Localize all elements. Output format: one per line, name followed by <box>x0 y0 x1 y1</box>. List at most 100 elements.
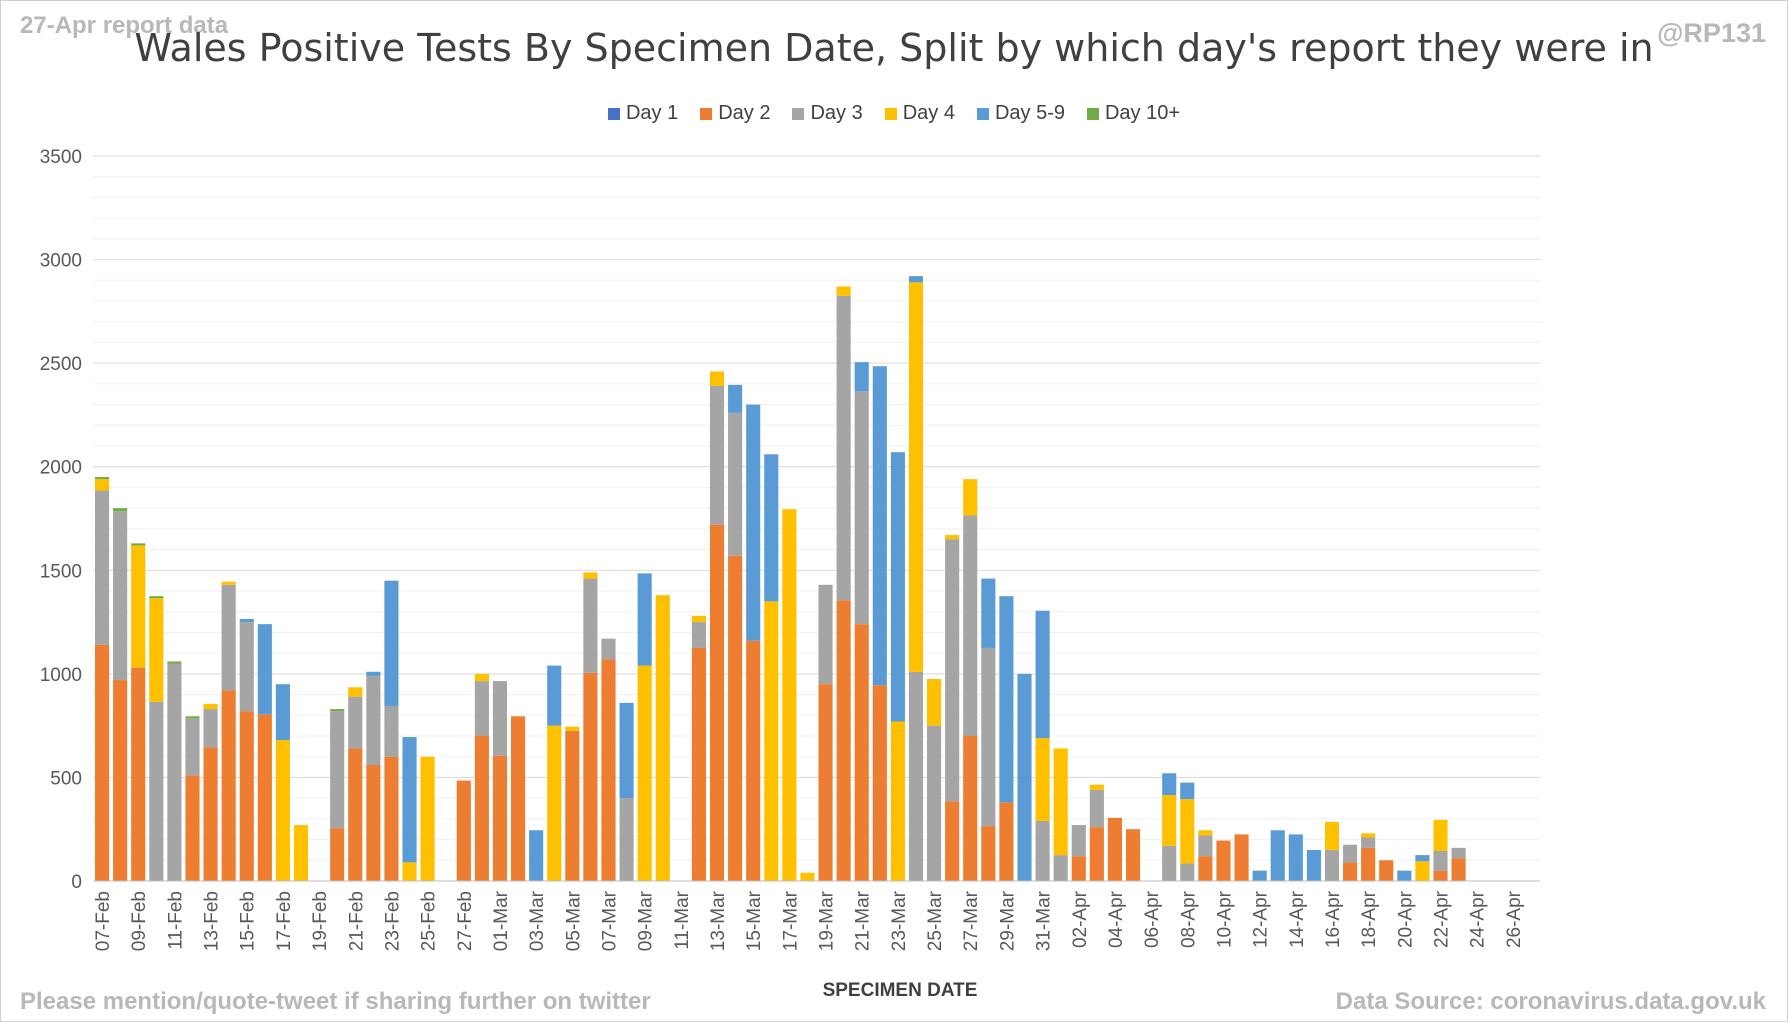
bar-segment <box>1397 870 1412 881</box>
bar-segment <box>492 681 508 756</box>
x-tick-label: 11-Feb <box>165 891 186 950</box>
bar-segment <box>1089 784 1104 790</box>
bar-segment <box>963 479 978 516</box>
bar-segment <box>981 578 996 648</box>
bar-segment <box>257 714 272 881</box>
bar-segment <box>945 535 960 540</box>
x-tick-label: 23-Feb <box>382 891 403 951</box>
legend-label: Day 1 <box>625 102 679 124</box>
bar-segment <box>113 508 128 512</box>
bar-segment <box>800 872 815 881</box>
bar-segment <box>583 572 598 579</box>
y-tick-label: 1500 <box>40 561 82 582</box>
bar-segment <box>529 830 544 881</box>
bar-segment <box>203 747 218 881</box>
bar-segment <box>1198 830 1213 836</box>
bar-segment <box>583 672 598 881</box>
x-tick-label: 11-Mar <box>672 890 693 949</box>
bar-segment <box>185 775 200 881</box>
legend-swatch <box>1086 107 1099 120</box>
bar-segment <box>275 684 290 741</box>
bar-segment <box>601 659 616 881</box>
bar-segment <box>366 675 381 765</box>
bar-segment <box>782 509 797 881</box>
bar-segment <box>1379 860 1394 881</box>
x-tick-label: 24-Apr <box>1468 890 1489 948</box>
bar-segment <box>655 595 670 881</box>
bar-segment <box>384 705 399 757</box>
bar-segment <box>203 703 218 710</box>
bar-segment <box>1415 855 1430 862</box>
bar-segment <box>854 391 869 625</box>
x-tick-label: 20-Apr <box>1395 890 1416 948</box>
bar-segment <box>691 615 706 623</box>
bar-segment <box>637 665 652 881</box>
x-tick-label: 01-Mar <box>491 890 512 951</box>
legend-item: Day 5-9 <box>976 102 1065 125</box>
x-tick-label: 02-Apr <box>1070 890 1091 948</box>
bar-segment <box>456 780 471 881</box>
bar-segment <box>1234 834 1249 881</box>
legend-label: Day 2 <box>718 102 771 124</box>
bar-segment <box>927 725 942 881</box>
legend-swatch <box>700 107 713 120</box>
legend-label: Day 3 <box>810 102 863 124</box>
bar-segment <box>637 573 652 666</box>
bar-segment <box>511 716 526 881</box>
bar-segment <box>963 736 978 881</box>
x-tick-label: 10-Apr <box>1214 890 1235 948</box>
bar-segment <box>474 673 489 682</box>
bar-segment <box>728 555 743 881</box>
bar-segment <box>1071 856 1086 881</box>
bar-segment <box>1162 795 1177 846</box>
bar-segment <box>330 711 345 829</box>
legend-swatch <box>976 107 989 120</box>
bar-segment <box>981 647 996 827</box>
bar-segment <box>1361 837 1376 848</box>
bar-segment <box>1017 673 1032 881</box>
bar-segment <box>764 454 779 602</box>
bar-segment <box>366 671 381 676</box>
bar-segment <box>1125 829 1141 881</box>
bar-segment <box>691 622 706 648</box>
x-tick-label: 09-Feb <box>129 891 150 951</box>
bar-segment <box>890 452 905 722</box>
bar-segment <box>293 825 309 881</box>
bar-segment <box>1324 849 1340 881</box>
bar-segment <box>854 362 869 392</box>
bar-segment <box>746 404 761 641</box>
bar-segment <box>547 665 562 726</box>
bar-segment <box>945 539 960 802</box>
bar-segment <box>709 524 725 881</box>
x-tick-label: 27-Mar <box>961 890 982 951</box>
x-tick-label: 05-Mar <box>563 890 584 951</box>
bar-segment <box>1343 844 1358 863</box>
bar-segment <box>1324 821 1340 850</box>
bar-segment <box>1451 858 1466 881</box>
bar-segment <box>1071 825 1086 857</box>
bar-segment <box>583 578 598 673</box>
bar-segment <box>1433 870 1448 881</box>
bar-segment <box>239 618 254 623</box>
bar-segment <box>330 828 345 881</box>
bar-segment <box>131 667 146 881</box>
x-tick-label: 19-Feb <box>310 891 331 951</box>
bar-segment <box>1343 862 1358 881</box>
bar-segment <box>619 702 634 799</box>
bar-segment <box>981 826 996 881</box>
x-tick-label: 06-Apr <box>1142 890 1163 948</box>
x-tick-label: 03-Mar <box>527 890 548 951</box>
bar-segment <box>565 730 580 881</box>
bar-segment <box>149 596 164 599</box>
bar-segment <box>619 798 634 881</box>
x-tick-label: 14-Apr <box>1287 890 1308 948</box>
legend-swatch <box>607 107 620 120</box>
legend-label: Day 10+ <box>1104 102 1181 124</box>
x-tick-label: 26-Apr <box>1504 890 1525 948</box>
bar-segment <box>384 580 399 706</box>
bar-segment <box>474 736 489 881</box>
bar-segment <box>239 622 254 712</box>
bar-segment <box>221 584 236 691</box>
x-tick-label: 29-Mar <box>997 890 1018 951</box>
twitter-handle: @RP131 <box>1657 18 1766 48</box>
